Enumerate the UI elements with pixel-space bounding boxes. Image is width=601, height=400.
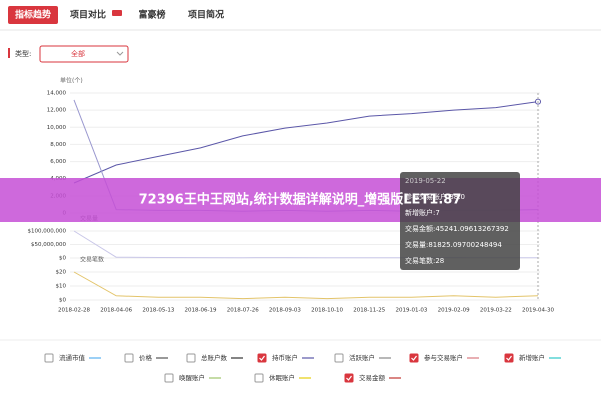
tab-badge: [112, 10, 122, 16]
tooltip-bg: [400, 172, 520, 270]
filter-label: 类型:: [15, 49, 31, 58]
tab[interactable]: 项目简况: [188, 9, 224, 21]
legend-label[interactable]: 持币账户: [272, 353, 298, 362]
tooltip-line: 交易量:81825.09700248494: [405, 240, 502, 249]
x-tick-label: 2018-11-25: [353, 308, 385, 314]
legend-checkbox[interactable]: [334, 353, 344, 363]
legend-checkbox[interactable]: [344, 373, 354, 383]
legend-label[interactable]: 活跃账户: [349, 353, 375, 362]
legend-label[interactable]: 唤醒账户: [179, 373, 205, 382]
legend-checkbox[interactable]: [409, 353, 419, 363]
legend-label[interactable]: 价格: [139, 353, 153, 362]
y-tick-label: $10: [56, 284, 67, 290]
legend-checkbox[interactable]: [186, 353, 196, 363]
tooltip-line: 交易笔数:28: [405, 256, 444, 265]
tooltip-line: 交易金额:45241.09613267392: [405, 224, 509, 233]
series-line: [73, 271, 539, 300]
tooltip: 2019-05-22 参与交易账户:38.0 新增账户:7 交易金额:45241.09…: [405, 177, 509, 265]
active-tab-bg: [8, 6, 58, 24]
y-tick-label: $0: [59, 256, 66, 262]
y-tick-label: $20: [56, 270, 67, 276]
series-line: [73, 101, 539, 184]
checkmark: [506, 355, 512, 361]
filter-select[interactable]: [39, 45, 129, 63]
checkmark: [411, 355, 417, 361]
tab[interactable]: 富豪榜: [138, 9, 165, 21]
legend-checkbox[interactable]: [124, 353, 134, 363]
y-tick-label: $50,000,000: [31, 242, 66, 248]
x-tick-label: 2018-06-19: [185, 308, 217, 314]
tab[interactable]: 指标趋势: [15, 9, 51, 21]
legend-label[interactable]: 交易金额: [359, 373, 386, 382]
panel-title: 单位(个): [60, 77, 83, 85]
legend-checkbox[interactable]: [164, 373, 174, 383]
legend-checkbox[interactable]: [254, 373, 264, 383]
x-tick-label: 2019-02-09: [438, 308, 470, 314]
tooltip-line: 新增账户:7: [405, 208, 440, 217]
checkmark: [259, 355, 265, 361]
y-tick-label: $100,000,000: [28, 229, 67, 235]
legend-checkbox[interactable]: [44, 353, 54, 363]
legend-label[interactable]: 休眠账户: [269, 373, 295, 382]
banner-text: 72396王中王网站,统计数据详解说明_增强版LET1.87: [139, 192, 462, 208]
y-tick-label: 8,000: [50, 142, 66, 148]
x-tick-label: 2019-03-22: [480, 308, 512, 314]
legend-checkbox[interactable]: [504, 353, 514, 363]
x-tick-label: 2019-01-03: [395, 308, 427, 314]
y-tick-label: 6,000: [50, 159, 66, 165]
select-arrow: [116, 51, 124, 56]
legend-label[interactable]: 流通市值: [59, 353, 86, 362]
tooltip-line: 参与交易账户:38.0: [405, 192, 465, 201]
legend-label[interactable]: 总账户数: [201, 353, 228, 362]
tooltip-line: 2019-05-22: [405, 177, 446, 185]
y-tick-label: $0: [59, 298, 66, 304]
y-tick-label: 10,000: [47, 125, 67, 131]
x-tick-label: 2018-05-13: [142, 308, 174, 314]
x-tick-label: 2018-10-10: [311, 308, 343, 314]
x-tick-label: 2018-09-03: [269, 308, 301, 314]
panel-title: 交易笔数: [80, 256, 104, 264]
y-tick-label: 14,000: [47, 91, 67, 97]
checkmark: [346, 375, 352, 381]
legend-label[interactable]: 新增账户: [519, 353, 545, 362]
x-tick-label: 2018-04-06: [100, 308, 132, 314]
x-tick-label: 2018-07-26: [227, 308, 259, 314]
y-tick-label: 12,000: [47, 108, 67, 114]
tab[interactable]: 项目对比: [70, 9, 106, 21]
filter-value: 全部: [71, 49, 85, 58]
x-tick-label: 2018-02-28: [58, 308, 90, 314]
legend-label[interactable]: 参与交易账户: [424, 353, 463, 362]
x-tick-label: 2019-04-30: [522, 308, 554, 314]
filter-marker: [8, 48, 10, 58]
legend-checkbox[interactable]: [257, 353, 267, 363]
